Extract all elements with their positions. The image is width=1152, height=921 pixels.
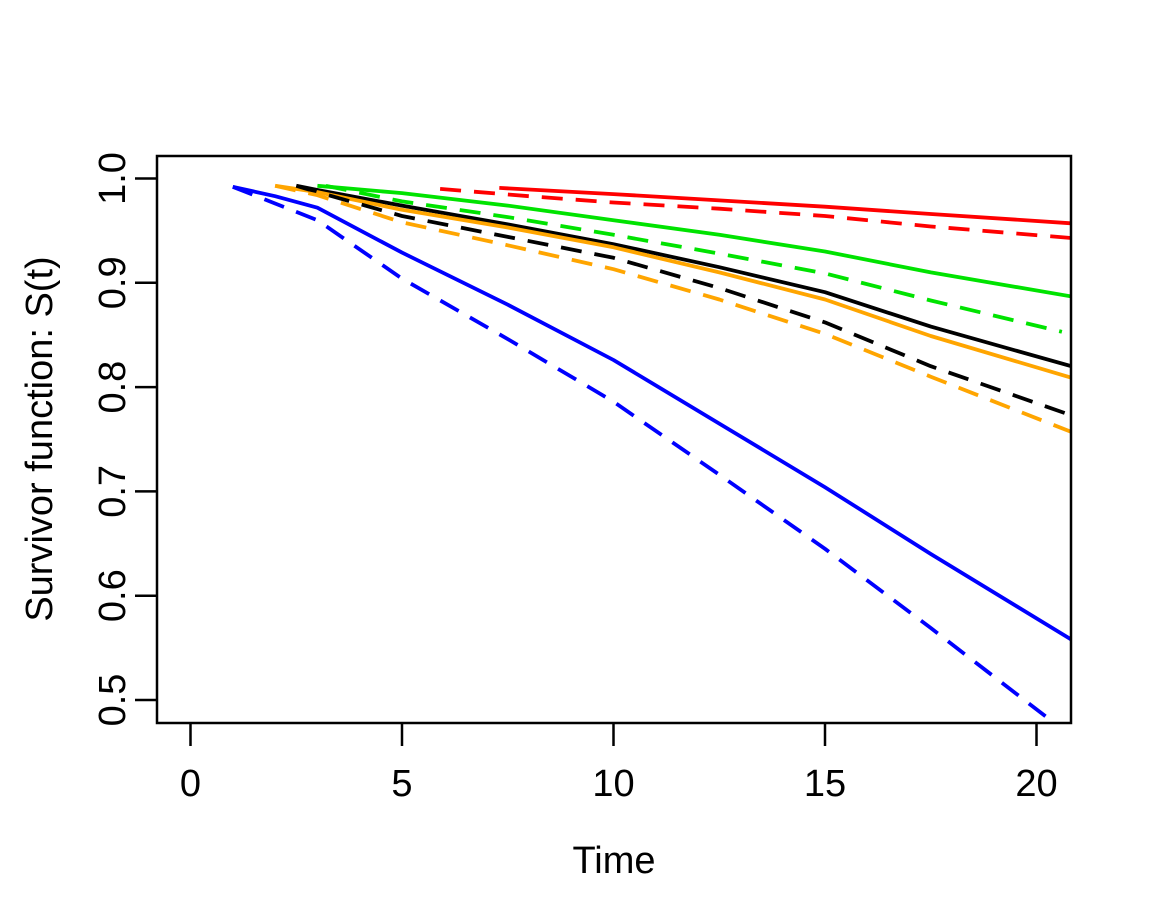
y-tick-label-0.6: 0.6 bbox=[92, 569, 134, 622]
series-black-solid bbox=[295, 183, 1071, 369]
y-tick-label-0.5: 0.5 bbox=[92, 674, 134, 727]
y-tick-label-0.8: 0.8 bbox=[92, 361, 134, 414]
x-tick-label-10: 10 bbox=[592, 763, 634, 805]
series-black-dashed bbox=[295, 183, 1071, 418]
y-tick-label-0.7: 0.7 bbox=[92, 465, 134, 518]
series-group bbox=[232, 183, 1071, 723]
series-orange-dashed bbox=[274, 183, 1071, 434]
series-blue-solid bbox=[232, 184, 1071, 642]
axes-group: 0 5 10 15 20 0.5 0.6 0.7 0.8 0.9 1.0 bbox=[92, 152, 1058, 805]
x-tick-label-20: 20 bbox=[1015, 763, 1057, 805]
y-axis-title: Survivor function: S(t) bbox=[19, 256, 61, 621]
y-tick-label-0.9: 0.9 bbox=[92, 256, 134, 309]
series-red-dashed bbox=[439, 187, 1071, 240]
x-tick-label-15: 15 bbox=[804, 763, 846, 805]
x-tick-label-0: 0 bbox=[180, 763, 201, 805]
y-tick-label-1.0: 1.0 bbox=[92, 152, 134, 205]
series-blue-dashed bbox=[232, 185, 1057, 723]
series-orange-solid bbox=[274, 183, 1071, 380]
series-green-solid bbox=[317, 183, 1071, 299]
series-red-solid bbox=[499, 186, 1071, 226]
x-axis-title: Time bbox=[572, 840, 655, 882]
series-green-dashed bbox=[325, 183, 1063, 334]
x-tick-label-5: 5 bbox=[391, 763, 412, 805]
